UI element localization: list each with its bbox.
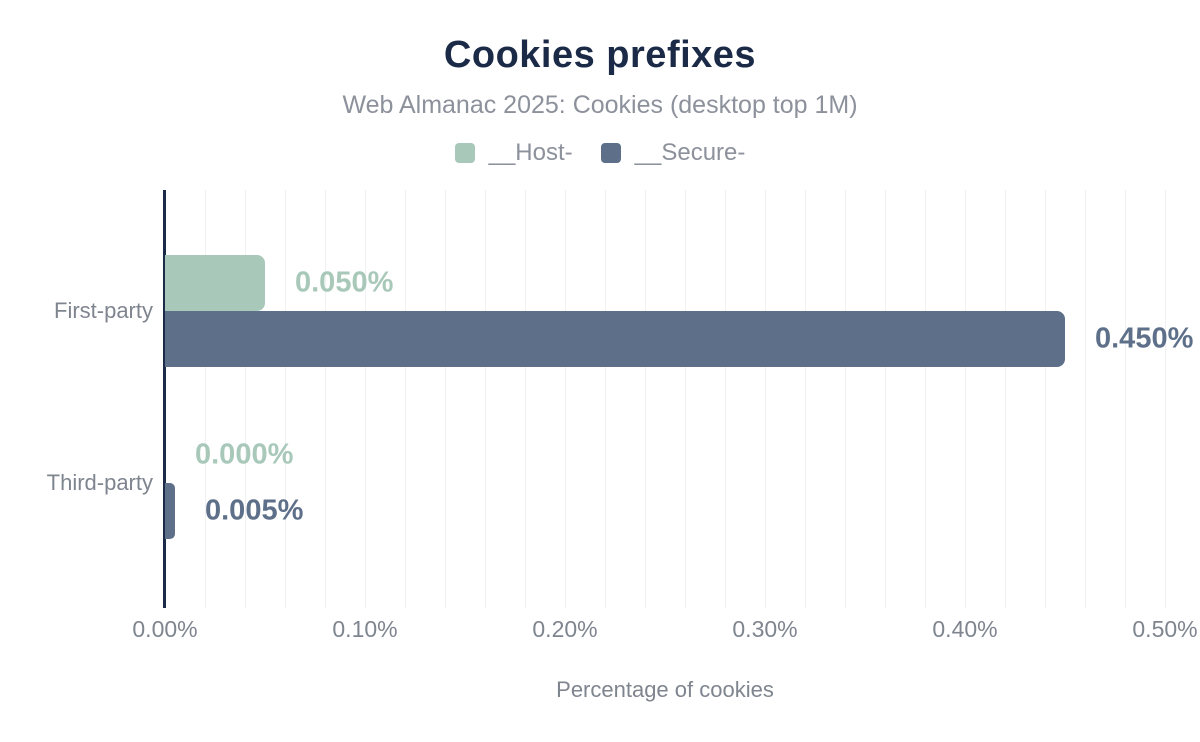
- gridline: [965, 190, 966, 608]
- legend-label: __Secure-: [634, 139, 746, 166]
- x-tick-label: 0.40%: [932, 616, 998, 642]
- gridline: [1165, 190, 1166, 608]
- legend-label: __Host-: [488, 139, 573, 166]
- x-axis-ticks: 0.00% 0.10% 0.20% 0.30% 0.40% 0.50%: [132, 614, 1197, 644]
- category-label-first-party: First-party: [54, 298, 153, 323]
- gridline: [805, 190, 806, 608]
- legend: __Host- __Secure-: [0, 140, 1200, 166]
- x-tick-label: 0.10%: [332, 616, 398, 642]
- bar-value-label: 0.050%: [295, 266, 394, 299]
- gridline: [325, 190, 326, 608]
- gridline: [205, 190, 206, 608]
- gridline: [445, 190, 446, 608]
- x-tick-label: 0.00%: [132, 616, 198, 642]
- legend-swatch: [600, 143, 621, 163]
- legend-item-secure[interactable]: __Secure-: [600, 139, 746, 166]
- gridline: [1005, 190, 1006, 608]
- gridline: [685, 190, 686, 608]
- legend-item-host[interactable]: __Host-: [454, 139, 573, 166]
- x-axis-title: Percentage of cookies: [556, 677, 774, 702]
- gridline: [1045, 190, 1046, 608]
- x-tick-label: 0.20%: [532, 616, 598, 642]
- x-tick-label: 0.50%: [1132, 616, 1198, 642]
- chart-subtitle: Web Almanac 2025: Cookies (desktop top 1…: [342, 91, 858, 119]
- chart-title: Cookies prefixes: [443, 34, 757, 76]
- gridline: [1085, 190, 1086, 608]
- bar-value-label: 0.450%: [1095, 322, 1194, 355]
- gridline: [1125, 190, 1126, 608]
- bar-first-party-secure: [165, 311, 1065, 367]
- plot-area: 0.050% 0.450% 0.000% 0.005%: [163, 190, 1193, 608]
- gridline: [605, 190, 606, 608]
- gridline: [725, 190, 726, 608]
- gridline: [925, 190, 926, 608]
- gridline: [645, 190, 646, 608]
- bar-value-label: 0.000%: [195, 438, 294, 471]
- gridline: [405, 190, 406, 608]
- gridline: [765, 190, 766, 608]
- gridline: [525, 190, 526, 608]
- category-label-third-party: Third-party: [46, 470, 153, 495]
- gridline: [285, 190, 286, 608]
- gridline: [365, 190, 366, 608]
- legend-swatch: [454, 143, 475, 163]
- gridline: [885, 190, 886, 608]
- gridline: [245, 190, 246, 608]
- bar-third-party-secure: [165, 483, 175, 539]
- gridline: [845, 190, 846, 608]
- bar-value-label: 0.005%: [205, 494, 304, 527]
- x-tick-label: 0.30%: [732, 616, 798, 642]
- bar-first-party-host: [165, 255, 265, 311]
- gridline: [565, 190, 566, 608]
- gridline: [485, 190, 486, 608]
- category-labels: First-party Third-party: [0, 190, 153, 608]
- y-axis-line: [163, 190, 166, 608]
